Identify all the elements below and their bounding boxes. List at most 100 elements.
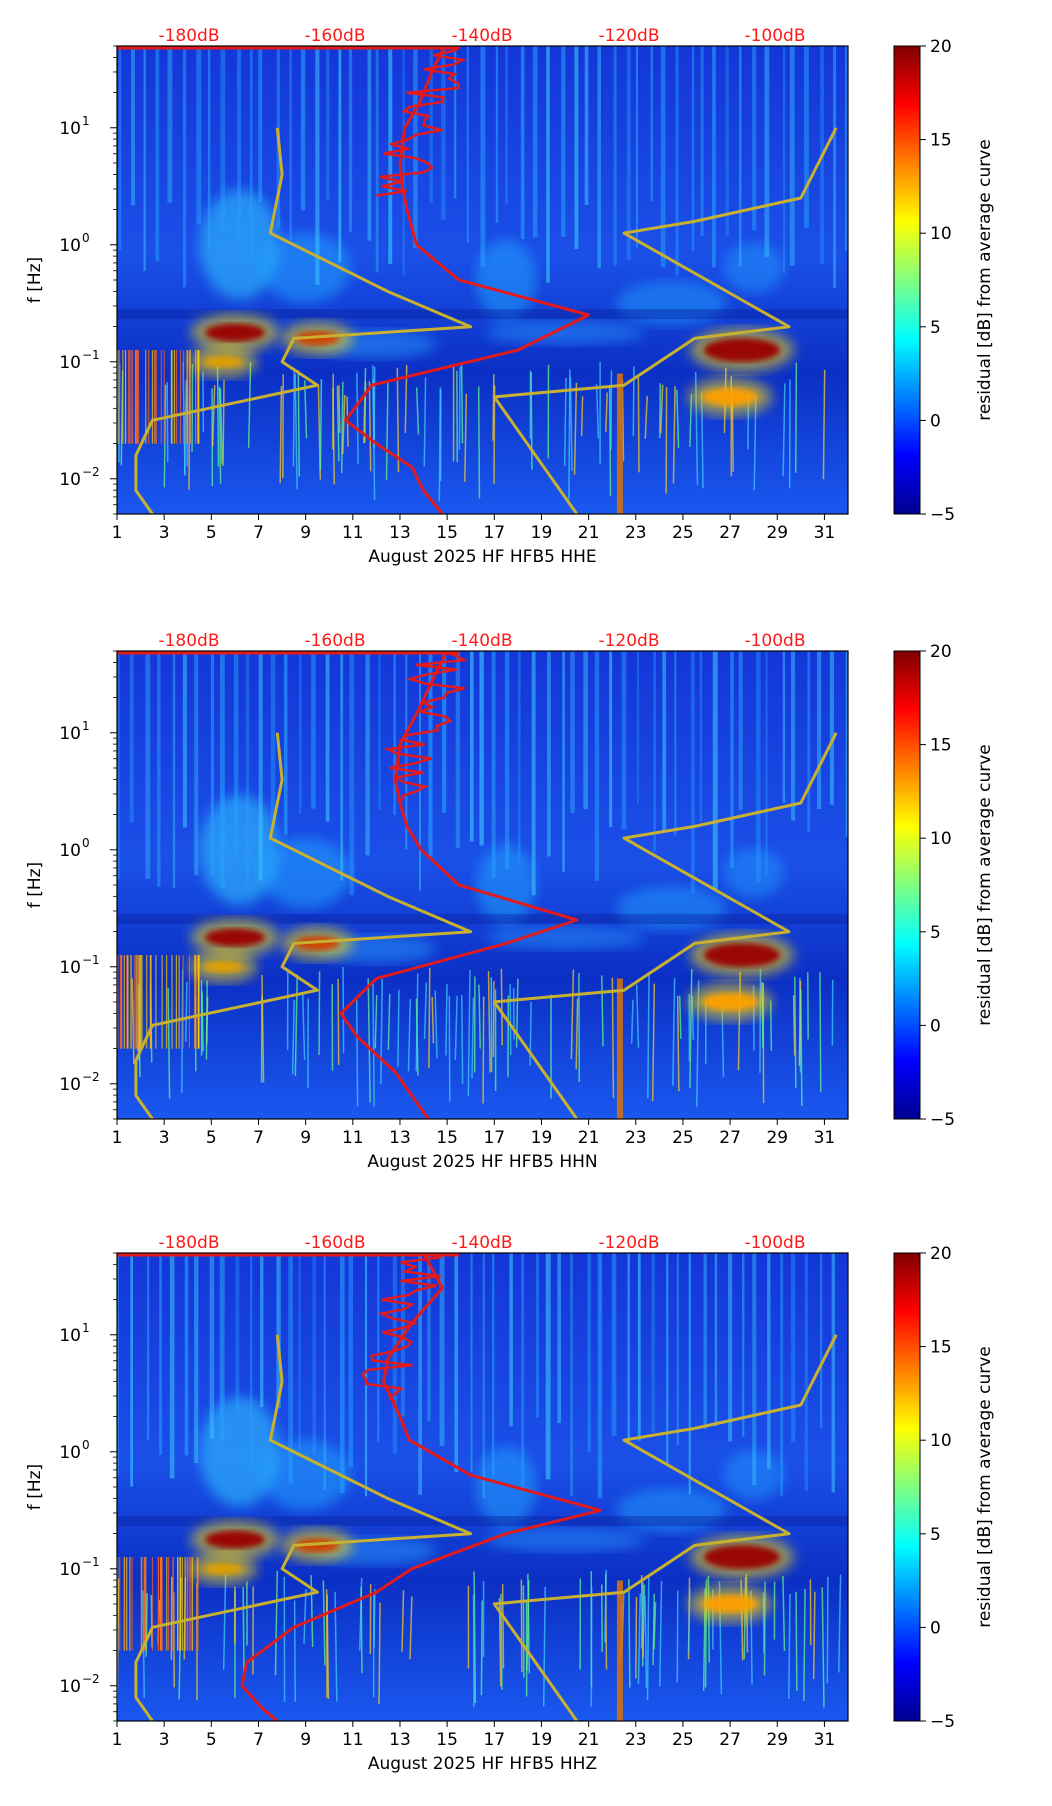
storm-core — [203, 960, 244, 973]
transient-spike — [800, 989, 803, 1107]
mean-psd-curve-detail — [383, 651, 469, 801]
transient-spike — [372, 379, 376, 500]
noise-patch — [485, 320, 646, 345]
transient-spike — [637, 374, 640, 473]
noise-patch — [616, 281, 727, 326]
y-tick-label: 10 — [59, 1443, 81, 1463]
transient-spike — [478, 984, 482, 1049]
colorbar — [893, 1252, 921, 1722]
y-tick-exponent: −2 — [82, 465, 100, 479]
y-tick-exponent: 1 — [82, 114, 90, 128]
transient-spike — [387, 993, 391, 1050]
x-tick-label: 13 — [389, 1128, 411, 1148]
transient-spike — [415, 998, 419, 1076]
y-tick-exponent: 0 — [82, 836, 90, 850]
noise-patch — [616, 886, 727, 931]
transient-spike — [131, 978, 135, 1064]
transient-spike — [438, 387, 442, 502]
transient-spike — [632, 366, 635, 436]
transient-spike — [219, 388, 223, 464]
db-scale-label: -100dB — [744, 26, 805, 46]
x-tick-label: 5 — [206, 1128, 217, 1148]
model-curve-low — [134, 732, 473, 1119]
x-tick-label: 9 — [300, 1730, 311, 1750]
transient-spike — [367, 978, 371, 1103]
db-scale-label: -180dB — [158, 631, 219, 651]
y-axis-label: f [Hz] — [25, 257, 45, 303]
x-tick-label: 23 — [625, 1730, 647, 1750]
y-axis-label: f [Hz] — [25, 862, 45, 908]
x-tick-label: 3 — [159, 1128, 170, 1148]
transient-spike — [163, 384, 167, 488]
transient-spike — [183, 379, 188, 475]
x-tick-label: 27 — [719, 1730, 741, 1750]
transient-spike — [211, 385, 216, 447]
transient-spike — [500, 1593, 503, 1691]
y-tick-label: 10 — [59, 119, 81, 139]
transient-spike — [291, 999, 295, 1075]
y-tick-exponent: −2 — [82, 1070, 100, 1084]
x-tick-label: 13 — [389, 1730, 411, 1750]
colorbar-tick-label: 20 — [930, 1244, 952, 1264]
colorbar-tick-label: 10 — [930, 1431, 952, 1451]
transient-spike — [409, 1596, 413, 1660]
colorbar-tick-label: −5 — [930, 1110, 955, 1130]
noise-patch — [260, 838, 351, 909]
db-scale-label: -140dB — [451, 26, 512, 46]
transient-spike — [374, 995, 378, 1049]
transient-spike — [580, 396, 584, 437]
y-tick-exponent: 0 — [82, 231, 90, 245]
transient-spike — [303, 1589, 307, 1645]
x-tick-label: 29 — [766, 1730, 788, 1750]
transient-spike — [292, 367, 296, 467]
mean-psd-curve — [339, 651, 579, 1119]
transient-spike — [652, 1593, 656, 1666]
x-tick-label: 25 — [672, 523, 694, 543]
transient-spike — [205, 980, 208, 1060]
y-tick-label: 10 — [59, 236, 81, 256]
x-tick-label: 11 — [342, 1128, 364, 1148]
y-tick-label: 10 — [59, 958, 81, 978]
colorbar-tick-label: 10 — [930, 829, 952, 849]
colorbar-tick-label: 0 — [930, 1016, 941, 1036]
transient-spike — [605, 392, 608, 433]
x-axis-label: August 2025 HF HFB5 HHZ — [368, 1754, 597, 1774]
colorbar-tick-label: 5 — [930, 1525, 941, 1545]
noise-patch — [476, 239, 537, 320]
transient-spike — [355, 999, 359, 1107]
transient-spike — [569, 376, 573, 471]
transient-spike — [640, 1582, 644, 1649]
transient-spike — [454, 995, 458, 1060]
db-scale-label: -120dB — [598, 631, 659, 651]
x-tick-label: 17 — [483, 1128, 505, 1148]
storm-core — [703, 943, 780, 968]
transient-spike — [360, 1587, 363, 1674]
transient-spike — [407, 999, 412, 1072]
instrument-line — [616, 978, 623, 1119]
transient-spike — [492, 374, 495, 441]
transient-spike — [297, 370, 300, 477]
noise-patch — [723, 848, 784, 899]
y-tick-label: 10 — [59, 353, 81, 373]
transient-spike — [608, 385, 612, 497]
transient-spike — [630, 999, 634, 1044]
x-tick-label: 25 — [672, 1730, 694, 1750]
db-scale-label: -120dB — [598, 1233, 659, 1253]
transient-spike — [769, 1000, 773, 1051]
x-tick-label: 11 — [342, 523, 364, 543]
x-tick-label: 31 — [814, 523, 836, 543]
transient-spike — [794, 362, 798, 473]
transient-spike — [644, 1595, 648, 1688]
x-tick-label: 1 — [112, 1730, 123, 1750]
transient-spike — [222, 380, 225, 466]
transient-spike — [601, 975, 604, 1047]
spectrogram-area — [117, 651, 848, 1119]
transient-spike — [415, 387, 420, 435]
colorbar-tick-label: 10 — [930, 224, 952, 244]
colorbar — [893, 45, 921, 515]
transient-spike — [397, 989, 400, 1067]
transient-spike — [595, 384, 600, 439]
transient-spike — [482, 996, 485, 1104]
storm-core — [703, 1545, 780, 1570]
storm-core — [204, 323, 265, 342]
